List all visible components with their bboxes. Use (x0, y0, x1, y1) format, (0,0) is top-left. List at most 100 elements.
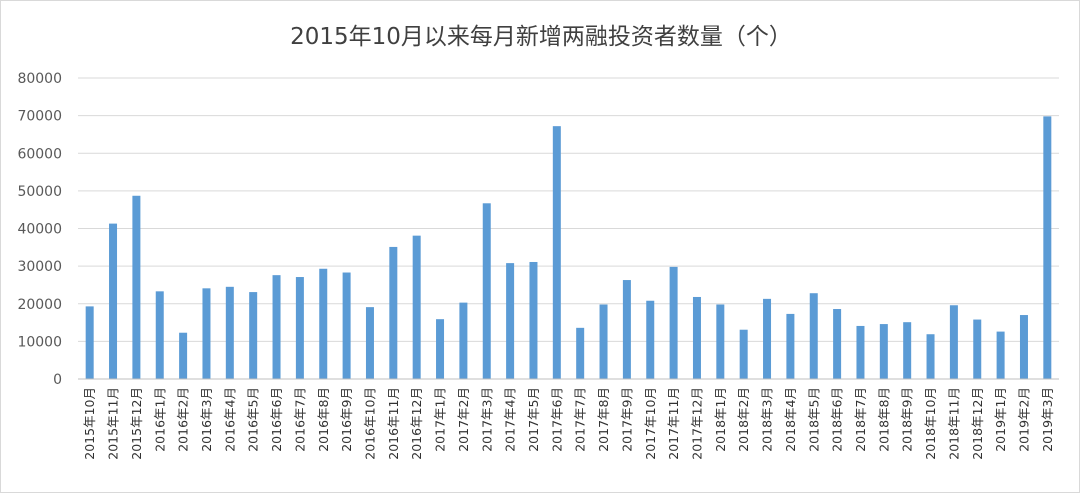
gridlines (78, 77, 1059, 342)
x-tick-label: 2016年3月 (199, 387, 214, 452)
x-tick-label: 2019年2月 (1016, 387, 1031, 452)
bar (482, 203, 491, 379)
x-tick-label: 2018年7月 (853, 387, 868, 452)
bar (716, 304, 725, 379)
x-tick-label: 2016年9月 (339, 387, 354, 452)
y-tick-label: 10000 (17, 334, 62, 350)
bar (903, 322, 912, 379)
y-tick-label: 20000 (17, 297, 62, 313)
bar (692, 296, 701, 379)
bar (225, 286, 234, 379)
y-tick-label: 50000 (17, 184, 62, 200)
x-tick-label: 2018年10月 (923, 387, 938, 460)
bar (576, 327, 585, 379)
bar (85, 306, 94, 379)
bar (249, 292, 258, 379)
y-axis-tick-labels: 0 10000 20000 30000 40000 50000 60000 70000 8000… (17, 71, 62, 388)
x-tick-label: 2016年1月 (152, 387, 167, 452)
bar (132, 195, 141, 379)
x-tick-label: 2019年1月 (993, 387, 1008, 452)
bar (459, 302, 468, 379)
y-tick-label: 80000 (17, 71, 62, 87)
x-tick-label: 2016年2月 (176, 387, 191, 452)
bar (529, 261, 538, 379)
bar (342, 272, 351, 379)
x-tick-label: 2017年11月 (666, 387, 681, 460)
x-tick-label: 2018年1月 (713, 387, 728, 452)
bar (622, 280, 631, 379)
x-tick-label: 2017年3月 (479, 387, 494, 452)
x-tick-label: 2015年12月 (129, 387, 144, 460)
x-tick-label: 2018年8月 (876, 387, 891, 452)
bar (856, 325, 865, 379)
x-tick-label: 2017年9月 (619, 387, 634, 452)
x-tick-label: 2016年4月 (222, 387, 237, 452)
x-tick-label: 2015年10月 (82, 387, 97, 460)
x-tick-label: 2017年5月 (526, 387, 541, 452)
x-tick-label: 2016年6月 (269, 387, 284, 452)
bar (202, 288, 211, 379)
x-tick-label: 2019年3月 (1040, 387, 1055, 452)
x-tick-label: 2018年12月 (970, 387, 985, 460)
x-tick-label: 2017年12月 (689, 387, 704, 460)
x-tick-label: 2017年2月 (456, 387, 471, 452)
bar (646, 300, 655, 379)
bar (552, 126, 561, 379)
y-tick-label: 30000 (17, 259, 62, 275)
x-tick-label: 2016年8月 (316, 387, 331, 452)
x-tick-label: 2015年11月 (106, 387, 121, 460)
bar-series (85, 116, 1052, 379)
y-tick-label: 70000 (17, 109, 62, 125)
x-tick-label: 2018年5月 (806, 387, 821, 452)
x-tick-label: 2017年4月 (503, 387, 518, 452)
bar (365, 307, 374, 379)
x-tick-label: 2018年6月 (830, 387, 845, 452)
x-tick-label: 2016年12月 (409, 387, 424, 460)
bar (599, 304, 608, 379)
x-tick-label: 2017年1月 (433, 387, 448, 452)
x-tick-label: 2016年11月 (386, 387, 401, 460)
bar (319, 268, 328, 379)
bar (949, 305, 958, 379)
bar (109, 223, 118, 379)
bar (412, 235, 421, 379)
x-tick-label: 2018年11月 (946, 387, 961, 460)
bar (763, 298, 772, 379)
x-tick-label: 2017年10月 (643, 387, 658, 460)
bar (833, 309, 842, 379)
bar (155, 291, 164, 379)
bar (389, 246, 398, 379)
bar (506, 263, 515, 379)
x-tick-label: 2018年4月 (783, 387, 798, 452)
bar (1043, 116, 1052, 379)
x-axis-tick-labels: 2015年10月 2015年11月 2015年12月 2016年1月 2016年2月 20… (82, 387, 1055, 460)
bar (926, 334, 935, 379)
bar (272, 275, 281, 379)
x-tick-label: 2017年6月 (549, 387, 564, 452)
x-tick-label: 2016年5月 (246, 387, 261, 452)
bar (436, 319, 445, 379)
x-tick-label: 2016年10月 (362, 387, 377, 460)
bar (1019, 315, 1028, 379)
bar (669, 266, 678, 379)
bar (786, 313, 795, 379)
bar (996, 331, 1005, 379)
x-tick-label: 2018年3月 (760, 387, 775, 452)
chart-title: 2015年10月以来每月新增两融投资者数量（个） (290, 24, 792, 50)
y-tick-label: 40000 (17, 222, 62, 238)
bar (973, 319, 982, 379)
bar (809, 293, 818, 379)
x-tick-label: 2018年9月 (900, 387, 915, 452)
bar (739, 329, 748, 379)
x-tick-label: 2018年2月 (736, 387, 751, 452)
x-tick-label: 2017年7月 (573, 387, 588, 452)
x-tick-label: 2017年8月 (596, 387, 611, 452)
bar (295, 277, 304, 379)
x-tick-label: 2016年7月 (292, 387, 307, 452)
bar (879, 324, 888, 379)
bar (179, 332, 188, 379)
y-tick-label: 0 (53, 372, 62, 388)
y-tick-label: 60000 (17, 146, 62, 162)
